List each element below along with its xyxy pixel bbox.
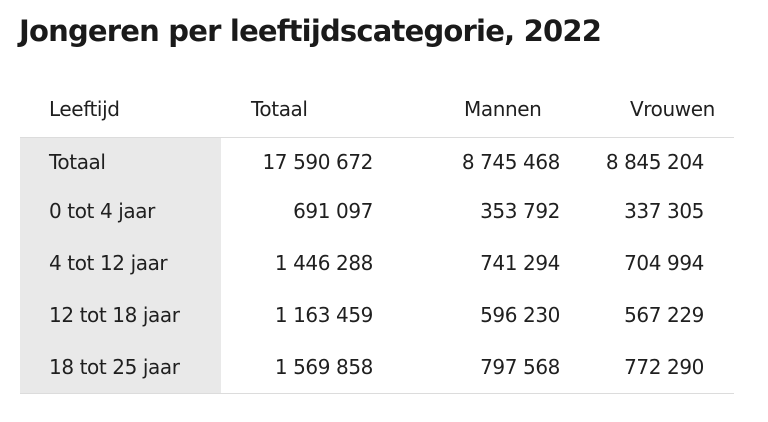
row-label: 12 tot 18 jaar bbox=[20, 289, 221, 341]
cell-mannen: 741 294 bbox=[480, 251, 560, 275]
row-label: 0 tot 4 jaar bbox=[20, 185, 221, 237]
cell-totaal: 1 163 459 bbox=[274, 303, 374, 327]
table-header-row: Leeftijd Totaal Mannen Vrouwen bbox=[20, 80, 734, 138]
row-label: 18 tot 25 jaar bbox=[20, 341, 221, 394]
cell-totaal: 1 446 288 bbox=[274, 251, 374, 275]
column-header-leeftijd: Leeftijd bbox=[20, 80, 221, 138]
cell-vrouwen: 704 994 bbox=[624, 251, 704, 275]
column-header-totaal: Totaal bbox=[221, 80, 421, 138]
page-title: Jongeren per leeftijdscategorie, 2022 bbox=[19, 14, 602, 48]
cell-totaal: 1 569 858 bbox=[221, 341, 421, 394]
table-row: Totaal 17 590 672 8 745 468 8 845 204 bbox=[20, 137, 734, 185]
column-header-mannen: Mannen bbox=[421, 80, 588, 138]
cell-vrouwen: 772 290 bbox=[588, 341, 734, 394]
cell-totaal: 17 590 672 bbox=[262, 149, 373, 174]
cell-vrouwen: 8 845 204 bbox=[605, 149, 705, 174]
table-row: 0 tot 4 jaar 691 097 353 792 337 305 bbox=[20, 185, 734, 237]
cell-mannen: 797 568 bbox=[421, 341, 588, 394]
cell-mannen: 353 792 bbox=[480, 199, 560, 223]
table-row: 4 tot 12 jaar 1 446 288 741 294 704 994 bbox=[20, 237, 734, 289]
row-label: 4 tot 12 jaar bbox=[20, 237, 221, 289]
table-row: 18 tot 25 jaar 1 569 858 797 568 772 290 bbox=[20, 341, 734, 394]
cell-mannen: 8 745 468 bbox=[461, 149, 561, 174]
column-header-vrouwen: Vrouwen bbox=[588, 80, 734, 138]
cell-vrouwen: 567 229 bbox=[624, 303, 704, 327]
cell-mannen: 596 230 bbox=[480, 303, 560, 327]
data-table: Leeftijd Totaal Mannen Vrouwen Totaal 17… bbox=[20, 80, 734, 394]
table-row: 12 tot 18 jaar 1 163 459 596 230 567 229 bbox=[20, 289, 734, 341]
row-label: Totaal bbox=[20, 137, 221, 185]
cell-vrouwen: 337 305 bbox=[624, 199, 704, 223]
cell-totaal: 691 097 bbox=[293, 199, 373, 223]
